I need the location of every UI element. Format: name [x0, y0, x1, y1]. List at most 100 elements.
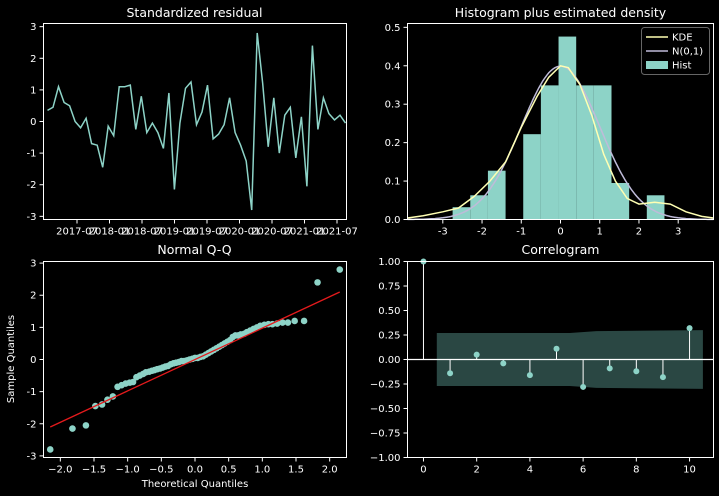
- kde-line: [407, 64, 714, 219]
- correlogram-ytick-label: 0.25: [378, 331, 400, 342]
- histogram-xtick-label: 1: [597, 227, 603, 238]
- histogram-bar: [470, 195, 488, 220]
- residual-xtick-label: 2019-07: [186, 227, 228, 238]
- qq-xtick-label: 0.5: [221, 465, 237, 476]
- qq-ytick-label: -1: [27, 387, 37, 398]
- qq-point: [46, 446, 54, 453]
- correlogram-xtick-label: 10: [683, 465, 696, 476]
- residual-axes-frame: [43, 23, 347, 220]
- qq-xtick-label: −0.5: [149, 465, 173, 476]
- acf-point: [633, 368, 640, 375]
- histogram-title: Histogram plus estimated density: [455, 5, 667, 20]
- acf-point: [500, 360, 507, 367]
- residual-xtick-label: 2020-01: [219, 227, 261, 238]
- correlogram-panel: Correlogram −1.00 −0.75 −0.50 −0.25 0.00 0.25…: [370, 242, 714, 476]
- correlogram-xtick-label: 4: [527, 465, 533, 476]
- histogram-bar: [576, 85, 594, 220]
- histogram-bar: [540, 85, 559, 220]
- qq-ytick-label: 0: [30, 355, 36, 366]
- qq-point: [129, 378, 137, 386]
- histogram-bar: [523, 134, 541, 220]
- residual-ytick-label: 2: [30, 54, 36, 65]
- legend-normal-label: N(0,1): [672, 47, 703, 58]
- histogram-axes-frame: [407, 23, 714, 220]
- legend-hist-swatch: [646, 61, 668, 69]
- correlogram-ytick-label: 0.00: [378, 355, 400, 366]
- histogram-legend: KDE N(0,1) Hist: [641, 27, 710, 75]
- qq-ylabel: Sample Quantiles: [6, 315, 17, 403]
- qq-xlabel: Theoretical Quantiles: [141, 479, 249, 490]
- acf-point: [580, 383, 587, 390]
- correlogram-ytick-label: 0.50: [378, 306, 400, 317]
- histogram-ytick-label: 0.3: [385, 100, 401, 111]
- correlogram-ytick-label: 0.75: [378, 282, 400, 293]
- qq-point: [69, 425, 76, 432]
- qq-ytick-label: 3: [30, 259, 36, 270]
- residual-xtick-label: 2019-01: [154, 227, 196, 238]
- correlogram-ytick-label: −1.00: [370, 453, 401, 464]
- residual-xtick-label: 2021-07: [316, 227, 358, 238]
- residual-xtick-label: 2018-01: [89, 227, 131, 238]
- residual-ytick-label: 1: [30, 85, 36, 96]
- correlogram-ytick-label: −0.25: [370, 380, 401, 391]
- qq-point: [300, 317, 308, 325]
- residual-xtick-label: 2017-07: [56, 227, 98, 238]
- residual-ytick-label: -2: [27, 180, 37, 191]
- histogram-ytick-label: 0.2: [385, 138, 401, 149]
- histogram-ytick-label: 0.4: [385, 61, 401, 72]
- legend-kde-label: KDE: [672, 33, 693, 44]
- histogram-xtick-label: -2: [477, 227, 487, 238]
- correlogram-xtick-label: 2: [473, 465, 479, 476]
- histogram-xtick-label: -3: [438, 227, 448, 238]
- residual-xtick-label: 2020-07: [251, 227, 293, 238]
- histogram-ytick-label: 0.1: [385, 177, 401, 188]
- qq-reference-line: [49, 291, 341, 428]
- qq-xtick-label: −2.0: [48, 465, 72, 476]
- qq-point: [98, 401, 106, 408]
- qq-panel: Normal Q-Q -3 -2 -1 0 1 2 3 −2.0 −1.5 −1.0 −0.5 0.0…: [6, 242, 347, 490]
- residual-xtick-label: 2021-01: [284, 227, 326, 238]
- qq-xtick-label: 2.0: [322, 465, 338, 476]
- correlogram-title: Correlogram: [522, 242, 600, 257]
- residual-ytick-label: -3: [27, 212, 37, 223]
- qq-point: [279, 319, 286, 326]
- residual-ytick-label: 3: [30, 22, 36, 33]
- acf-point: [659, 374, 666, 381]
- correlogram-xtick-label: 0: [420, 465, 426, 476]
- legend-hist-label: Hist: [672, 61, 692, 72]
- histogram-bar: [611, 182, 630, 220]
- acf-point: [526, 372, 533, 379]
- acf-point: [606, 365, 613, 372]
- correlogram-axes-frame: [407, 261, 714, 458]
- correlogram-ytick-label: −0.50: [370, 404, 401, 415]
- residual-ytick-label: -1: [27, 149, 37, 160]
- qq-title: Normal Q-Q: [157, 242, 231, 257]
- qq-point: [284, 319, 292, 326]
- residual-title: Standardized residual: [126, 5, 262, 20]
- acf-point: [473, 351, 480, 358]
- qq-axes-frame: [43, 261, 347, 458]
- qq-xtick-label: −1.0: [116, 465, 140, 476]
- histogram-xtick-label: 2: [636, 227, 642, 238]
- residual-ytick-label: 0: [30, 117, 36, 128]
- qq-xtick-label: 1.5: [288, 465, 304, 476]
- qq-ytick-label: 2: [30, 291, 36, 302]
- qq-xtick-label: −1.5: [82, 465, 106, 476]
- histogram-bar: [487, 170, 506, 220]
- acf-point: [553, 345, 560, 352]
- correlogram-ytick-label: 1.00: [378, 257, 400, 268]
- correlogram-xtick-label: 6: [580, 465, 586, 476]
- acf-point: [447, 370, 454, 377]
- correlogram-xtick-label: 8: [633, 465, 639, 476]
- qq-ytick-label: -3: [27, 451, 37, 462]
- residual-xtick-label: 2018-07: [121, 227, 163, 238]
- histogram-xtick-label: 0: [557, 227, 563, 238]
- histogram-ytick-label: 0.0: [385, 215, 401, 226]
- histogram-panel: Histogram plus estimated density 0.0 0.1 0…: [385, 5, 714, 238]
- qq-xtick-label: 1.0: [254, 465, 270, 476]
- qq-point: [291, 317, 298, 325]
- qq-point: [336, 266, 344, 273]
- acf-point: [686, 325, 693, 332]
- qq-ytick-label: -2: [27, 419, 37, 430]
